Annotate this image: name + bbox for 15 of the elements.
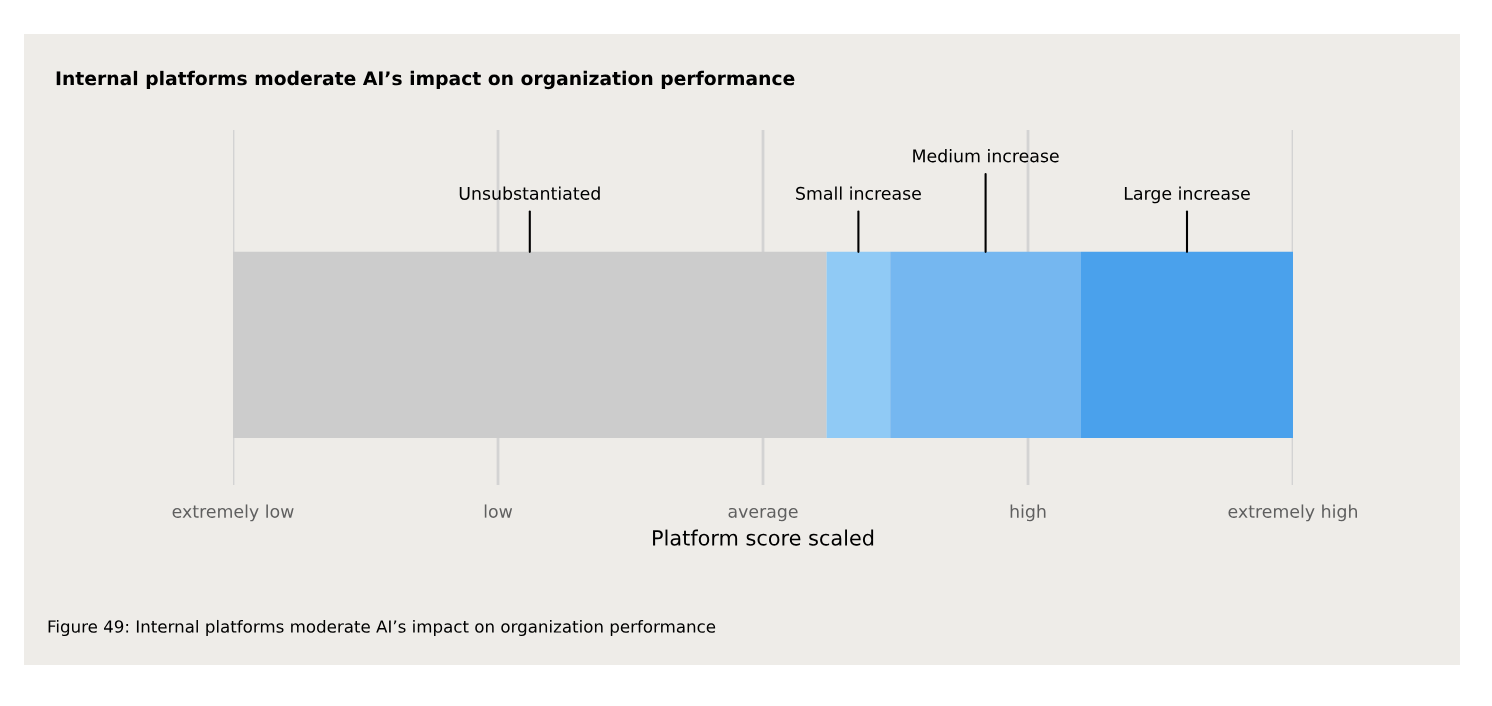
text: extremely low (172, 504, 294, 522)
bar (1081, 251, 1293, 438)
text: extremely high (1228, 504, 1357, 522)
bar (890, 251, 1081, 438)
text: low (484, 504, 513, 518)
text: average (728, 507, 798, 522)
text: Small increase (796, 186, 921, 200)
text: high (1010, 504, 1046, 522)
bar (826, 251, 891, 438)
text: Medium increase (913, 148, 1059, 163)
text: Unsubstantiated (459, 186, 600, 200)
text: Large increase (1124, 186, 1250, 204)
caption: Figure 49: Internal platforms moderate AI’s impact on organization performance (48, 619, 716, 637)
x-axis-title: Platform score scaled (653, 529, 874, 546)
chart-title: Internal platforms moderate AI’s impact on organization performance (56, 70, 795, 90)
